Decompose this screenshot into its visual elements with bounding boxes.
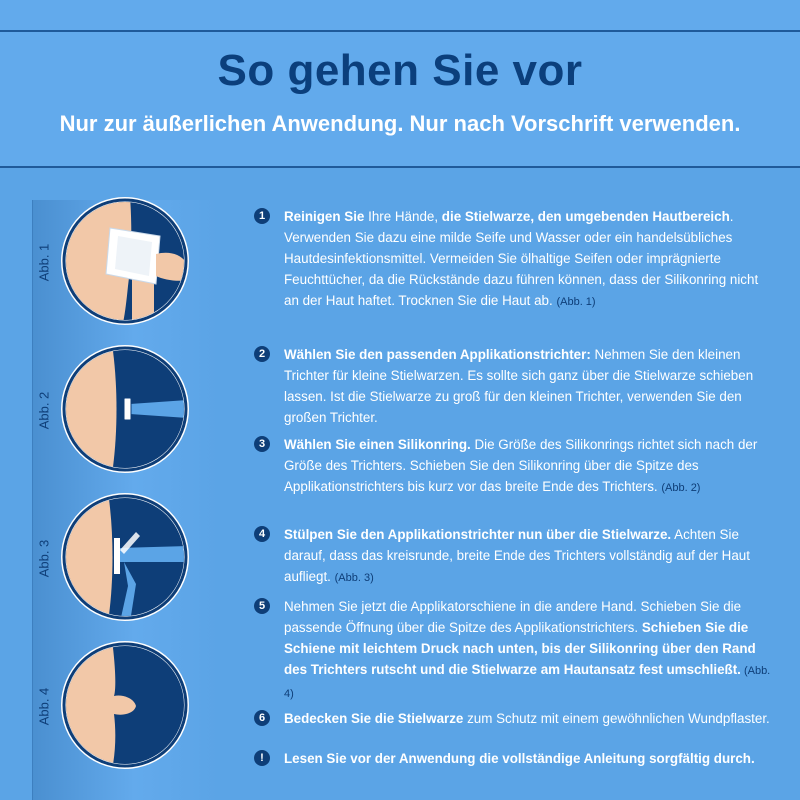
step-number-badge: 3: [254, 436, 270, 452]
warning-text: Lesen Sie vor der Anwendung die vollstän…: [284, 748, 774, 769]
figure-1-cleaning-illustration: [61, 197, 189, 325]
step-number-badge: 2: [254, 346, 270, 362]
figure-reference: (Abb. 2): [661, 482, 701, 494]
page-title: So gehen Sie vor: [217, 46, 583, 95]
step-text-segment: Nehmen Sie den kleinen Trichter für klei…: [284, 347, 754, 425]
figure-3-funnel-applied-illustration: [61, 493, 189, 621]
figure-4-ring-placed-illustration: [61, 641, 189, 769]
figure-2-funnel-ring-illustration: [61, 345, 189, 473]
header-band: So gehen Sie vor Nur zur äußerlichen Anw…: [0, 0, 800, 168]
step-text-segment: Nehmen Sie jetzt die Applikatorschiene i…: [284, 599, 742, 635]
figure-reference: (Abb. 4): [284, 665, 771, 700]
figure-reference: (Abb. 3): [334, 572, 374, 584]
header-top-rule: [0, 30, 800, 32]
step-text-bold: Reinigen Sie: [284, 209, 365, 224]
step-text-bold: Lesen Sie vor der Anwendung die vollstän…: [284, 751, 755, 766]
step-text-bold: Stülpen Sie den Applikationstrichter nun…: [284, 527, 672, 542]
step-number-badge: 5: [254, 598, 270, 614]
step-text-bold: Bedecken Sie die Stielwarze: [284, 711, 464, 726]
figure-label-1: Abb. 1: [36, 243, 52, 281]
step-text-segment: . Verwenden Sie dazu eine milde Seife un…: [284, 209, 759, 308]
step-text-segment: Ihre Hände,: [364, 209, 442, 224]
step-text: Stülpen Sie den Applikationstrichter nun…: [284, 524, 774, 589]
step-number-badge: 4: [254, 526, 270, 542]
step-number-badge: 1: [254, 208, 270, 224]
step-text: Wählen Sie einen Silikonring. Die Größe …: [284, 434, 774, 499]
figure-reference: (Abb. 1): [556, 296, 596, 308]
step-number-badge: 6: [254, 710, 270, 726]
figure-label-4: Abb. 4: [36, 687, 52, 725]
step-text-segment: zum Schutz mit einem gewöhnlichen Wundpf…: [463, 711, 770, 726]
step-text-bold: Schieben Sie die Schiene mit leichtem Dr…: [284, 620, 756, 677]
step-text: Wählen Sie den passenden Applikationstri…: [284, 344, 774, 428]
header-bottom-rule: [0, 166, 800, 168]
step-text-bold: Wählen Sie einen Silikonring.: [284, 437, 471, 452]
figure-label-3: Abb. 3: [36, 539, 52, 577]
step-text-bold: die Stielwarze, den umgebenden Hautberei…: [441, 209, 730, 224]
step-text-bold: Wählen Sie den passenden Applikationstri…: [284, 347, 591, 362]
step-text: Nehmen Sie jetzt die Applikatorschiene i…: [284, 596, 774, 705]
figure-label-2: Abb. 2: [36, 391, 52, 429]
step-text: Bedecken Sie die Stielwarze zum Schutz m…: [284, 708, 774, 729]
page-subtitle: Nur zur äußerlichen Anwendung. Nur nach …: [59, 111, 741, 136]
step-text: Reinigen Sie Ihre Hände, die Stielwarze,…: [284, 206, 774, 313]
step-text-segment: Die Größe des Silikonrings richtet sich …: [284, 437, 758, 494]
warning-icon: !: [254, 750, 270, 766]
step-text-segment: Achten Sie darauf, dass das kreisrunde, …: [284, 527, 750, 584]
figure-column-edge: [32, 200, 33, 800]
